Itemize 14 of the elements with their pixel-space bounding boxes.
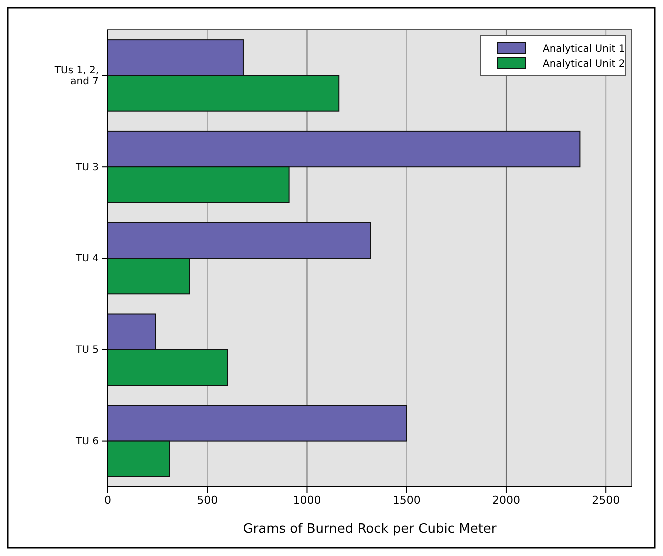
x-axis-title: Grams of Burned Rock per Cubic Meter xyxy=(243,522,498,537)
x-tick-label: 500 xyxy=(197,494,218,507)
legend-label: Analytical Unit 1 xyxy=(543,44,626,55)
y-tick-label: TU 3 xyxy=(75,162,99,174)
x-tick-label: 2500 xyxy=(592,494,620,507)
y-tick-label: TU 6 xyxy=(75,436,99,448)
x-tick-label: 0 xyxy=(104,494,112,507)
x-tick-label: 2000 xyxy=(492,494,520,507)
x-tick-label: 1000 xyxy=(293,494,322,507)
x-tick-label: 1500 xyxy=(392,494,421,507)
y-tick-label: TU 4 xyxy=(75,254,99,265)
y-tick-label: TUs 1, 2, and 7 xyxy=(54,65,99,88)
y-tick-label: TU 5 xyxy=(75,345,99,356)
legend-label: Analytical Unit 2 xyxy=(543,59,626,70)
